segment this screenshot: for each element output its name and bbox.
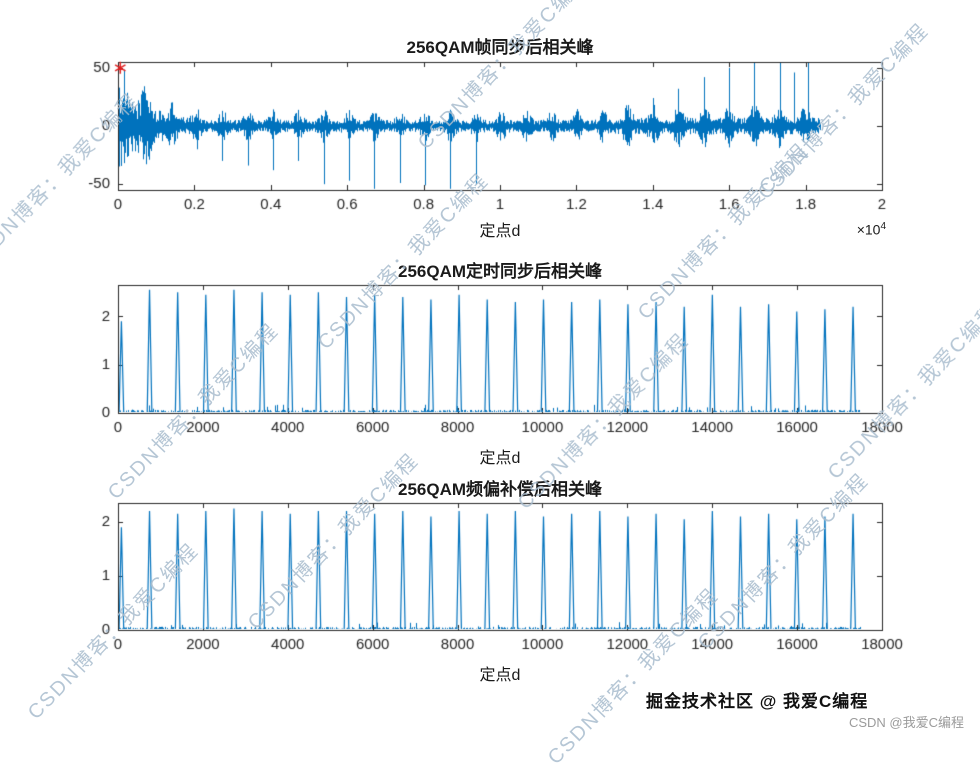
chart3-xlabel: 定点d bbox=[479, 667, 521, 684]
csdn-credit: CSDN @我爱C编程 bbox=[848, 715, 964, 730]
exponent-base: ×10 bbox=[856, 221, 881, 238]
chart2-title: 256QAM定时同步后相关峰 bbox=[397, 262, 603, 281]
plots-canvas bbox=[0, 0, 980, 735]
chart1-x-exponent: ×104 bbox=[828, 221, 886, 238]
chart3-title: 256QAM频偏补偿后相关峰 bbox=[397, 480, 603, 499]
chart1-title: 256QAM帧同步后相关峰 bbox=[406, 38, 594, 57]
chart2-xlabel: 定点d bbox=[479, 450, 521, 467]
exponent-power: 4 bbox=[880, 221, 886, 232]
juejin-credit: 掘金技术社区 @ 我爱C编程 bbox=[646, 692, 869, 711]
chart1-xlabel: 定点d bbox=[479, 223, 521, 240]
